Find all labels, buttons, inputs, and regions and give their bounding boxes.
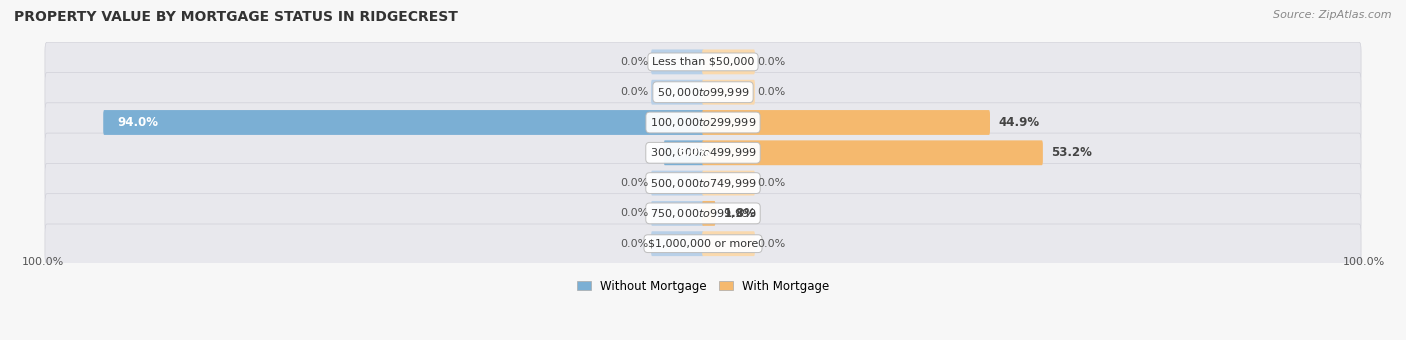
Text: 100.0%: 100.0% xyxy=(1343,257,1385,268)
FancyBboxPatch shape xyxy=(702,80,755,105)
FancyBboxPatch shape xyxy=(651,50,704,74)
FancyBboxPatch shape xyxy=(664,140,704,165)
Text: 0.0%: 0.0% xyxy=(758,57,786,67)
FancyBboxPatch shape xyxy=(45,133,1361,172)
FancyBboxPatch shape xyxy=(702,50,755,74)
Text: 44.9%: 44.9% xyxy=(998,116,1039,129)
FancyBboxPatch shape xyxy=(45,224,1361,264)
Text: Source: ZipAtlas.com: Source: ZipAtlas.com xyxy=(1274,10,1392,20)
Text: $500,000 to $749,999: $500,000 to $749,999 xyxy=(650,176,756,190)
FancyBboxPatch shape xyxy=(702,171,755,196)
Text: 0.0%: 0.0% xyxy=(758,178,786,188)
FancyBboxPatch shape xyxy=(651,201,704,226)
Text: $1,000,000 or more: $1,000,000 or more xyxy=(648,239,758,249)
FancyBboxPatch shape xyxy=(45,164,1361,203)
Text: PROPERTY VALUE BY MORTGAGE STATUS IN RIDGECREST: PROPERTY VALUE BY MORTGAGE STATUS IN RID… xyxy=(14,10,458,24)
Text: 0.0%: 0.0% xyxy=(758,87,786,97)
Text: 53.2%: 53.2% xyxy=(1052,146,1092,159)
FancyBboxPatch shape xyxy=(45,103,1361,142)
Text: 0.0%: 0.0% xyxy=(758,239,786,249)
Text: 1.8%: 1.8% xyxy=(724,207,756,220)
FancyBboxPatch shape xyxy=(651,171,704,196)
Legend: Without Mortgage, With Mortgage: Without Mortgage, With Mortgage xyxy=(572,275,834,297)
FancyBboxPatch shape xyxy=(702,110,990,135)
Text: 0.0%: 0.0% xyxy=(620,178,648,188)
FancyBboxPatch shape xyxy=(702,140,1043,165)
FancyBboxPatch shape xyxy=(103,110,704,135)
Text: $750,000 to $999,999: $750,000 to $999,999 xyxy=(650,207,756,220)
FancyBboxPatch shape xyxy=(45,72,1361,112)
Text: 100.0%: 100.0% xyxy=(21,257,63,268)
Text: 0.0%: 0.0% xyxy=(620,239,648,249)
Text: $300,000 to $499,999: $300,000 to $499,999 xyxy=(650,146,756,159)
FancyBboxPatch shape xyxy=(45,194,1361,233)
Text: 0.0%: 0.0% xyxy=(620,57,648,67)
FancyBboxPatch shape xyxy=(702,201,716,226)
Text: 0.0%: 0.0% xyxy=(620,208,648,218)
Text: $100,000 to $299,999: $100,000 to $299,999 xyxy=(650,116,756,129)
FancyBboxPatch shape xyxy=(651,231,704,256)
Text: $50,000 to $99,999: $50,000 to $99,999 xyxy=(657,86,749,99)
FancyBboxPatch shape xyxy=(45,42,1361,82)
FancyBboxPatch shape xyxy=(702,231,755,256)
Text: 94.0%: 94.0% xyxy=(117,116,157,129)
Text: Less than $50,000: Less than $50,000 xyxy=(652,57,754,67)
FancyBboxPatch shape xyxy=(651,80,704,105)
Text: 6.0%: 6.0% xyxy=(678,146,710,159)
Text: 0.0%: 0.0% xyxy=(620,87,648,97)
